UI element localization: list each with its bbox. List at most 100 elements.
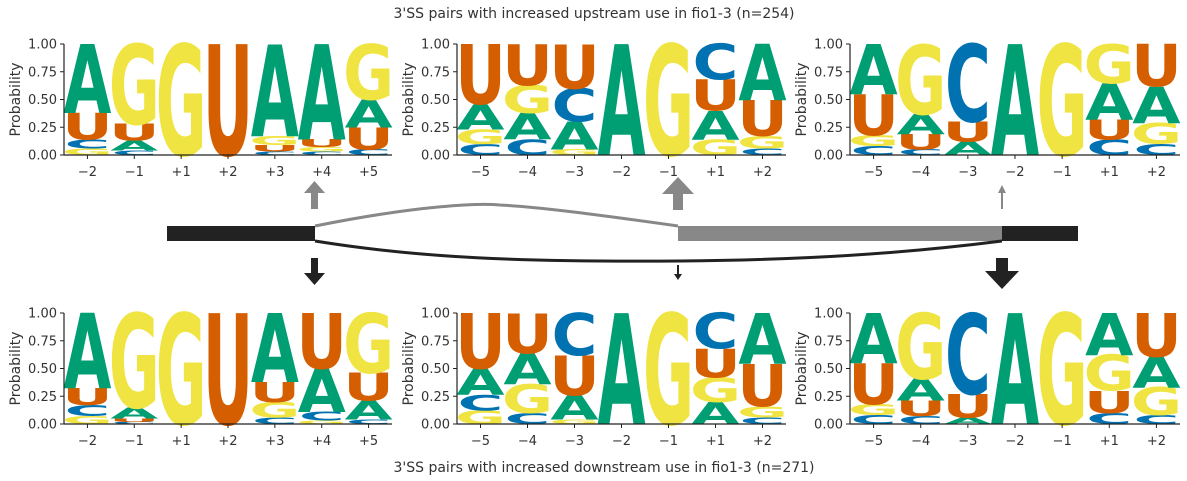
logo-letter-U: U	[895, 130, 946, 155]
x-tick-label: −1	[1053, 434, 1072, 449]
logo-letter-C: C	[740, 416, 786, 426]
logo-letter-C: C	[299, 151, 345, 156]
logo-letter-G: G	[895, 296, 946, 400]
logo-panel-bottom-5ss: GCUACUAGGUCGUAGCAUCAUG0.000.250.500.751.…	[8, 284, 394, 461]
logo-letter-G: G	[455, 407, 506, 428]
logo-column: A	[597, 15, 645, 192]
logo-letter-G: G	[502, 377, 553, 422]
x-tick-label: +1	[706, 165, 725, 180]
x-tick-label: −4	[911, 165, 930, 180]
logo-letter-G: G	[249, 398, 300, 423]
logo-letter-G: G	[690, 371, 741, 410]
y-tick-label: 0.00	[814, 418, 843, 433]
y-tick-label: 0.25	[814, 121, 843, 136]
upstream-exon	[167, 226, 315, 241]
downstream-exon	[1002, 226, 1078, 241]
y-tick-label: 0.75	[814, 65, 843, 80]
y-axis-label: Probability	[401, 62, 417, 136]
logo-letter-U: U	[62, 106, 112, 148]
x-tick-label: −2	[612, 434, 631, 449]
logo-letter-G: G	[343, 30, 394, 118]
logo-letter-A: A	[456, 97, 504, 138]
logo-column: U	[203, 284, 253, 461]
y-axis-label: Probability	[8, 62, 24, 136]
logo-column: G	[643, 284, 694, 461]
logo-letter-U: U	[549, 345, 600, 409]
y-tick-label: 0.50	[814, 93, 843, 108]
x-tick-label: +4	[312, 434, 331, 449]
logo-letter-G: G	[737, 133, 788, 152]
bottom-bp-arrow	[674, 265, 682, 280]
logo-column: U	[203, 15, 253, 192]
logo-letter-U: U	[297, 138, 347, 150]
bottom-row-title: 3'SS pairs with increased downstream use…	[393, 460, 814, 476]
logo-letter-A: A	[251, 294, 299, 404]
logo-column: A	[597, 284, 645, 461]
logo-letter-U: U	[62, 385, 112, 411]
logo-letter-G: G	[737, 403, 788, 421]
logo-letter-U: U	[943, 117, 994, 149]
logo-letter-C: C	[346, 418, 392, 425]
logo-letter-A: A	[897, 372, 945, 408]
logo-letter-C: C	[252, 416, 298, 426]
x-tick-label: +2	[1147, 165, 1166, 180]
logo-letter-U: U	[343, 121, 393, 156]
x-tick-label: −5	[471, 165, 490, 180]
logo-letter-A: A	[1085, 302, 1134, 369]
logo-letter-U: U	[250, 143, 300, 153]
logo-letter-A: A	[503, 345, 551, 395]
x-tick-label: +1	[172, 165, 191, 180]
logo-letter-A: A	[944, 138, 993, 159]
y-tick-label: 1.00	[421, 307, 450, 322]
logo-letter-G: G	[643, 284, 694, 461]
y-tick-label: 0.00	[814, 149, 843, 164]
logo-letter-G: G	[1131, 118, 1182, 151]
y-axis-label: Probability	[401, 331, 417, 405]
logo-letter-U: U	[1084, 384, 1135, 420]
logo-letter-A: A	[991, 15, 1039, 192]
logo-letter-G: G	[1131, 381, 1182, 425]
logo-letter-C: C	[252, 151, 298, 156]
logo-letter-A: A	[1085, 73, 1134, 131]
logo-letter-C: C	[112, 149, 158, 156]
x-tick-label: −5	[864, 434, 883, 449]
y-tick-label: 0.50	[28, 93, 57, 108]
logo-letter-C: C	[552, 79, 598, 133]
logo-letter-A: A	[345, 396, 393, 426]
top-row-title: 3'SS pairs with increased upstream use i…	[394, 6, 795, 22]
logo-letter-G: G	[343, 297, 394, 393]
logo-letter-A: A	[251, 21, 299, 167]
logo-letter-G: G	[549, 148, 600, 157]
y-tick-label: 0.50	[421, 93, 450, 108]
logo-letter-U: U	[895, 397, 946, 422]
x-tick-label: −4	[911, 434, 930, 449]
x-tick-label: −5	[471, 434, 490, 449]
top-3ss-arrow	[998, 185, 1006, 209]
logo-letter-A: A	[944, 416, 993, 427]
logo-letter-A: A	[550, 115, 598, 159]
x-tick-label: +5	[359, 165, 378, 180]
x-tick-label: +2	[753, 434, 772, 449]
x-tick-label: +2	[1147, 434, 1166, 449]
logo-column: A	[991, 284, 1039, 461]
logo-letter-G: G	[502, 78, 553, 122]
logo-column: G	[1037, 15, 1088, 192]
logo-letter-C: C	[945, 292, 991, 421]
